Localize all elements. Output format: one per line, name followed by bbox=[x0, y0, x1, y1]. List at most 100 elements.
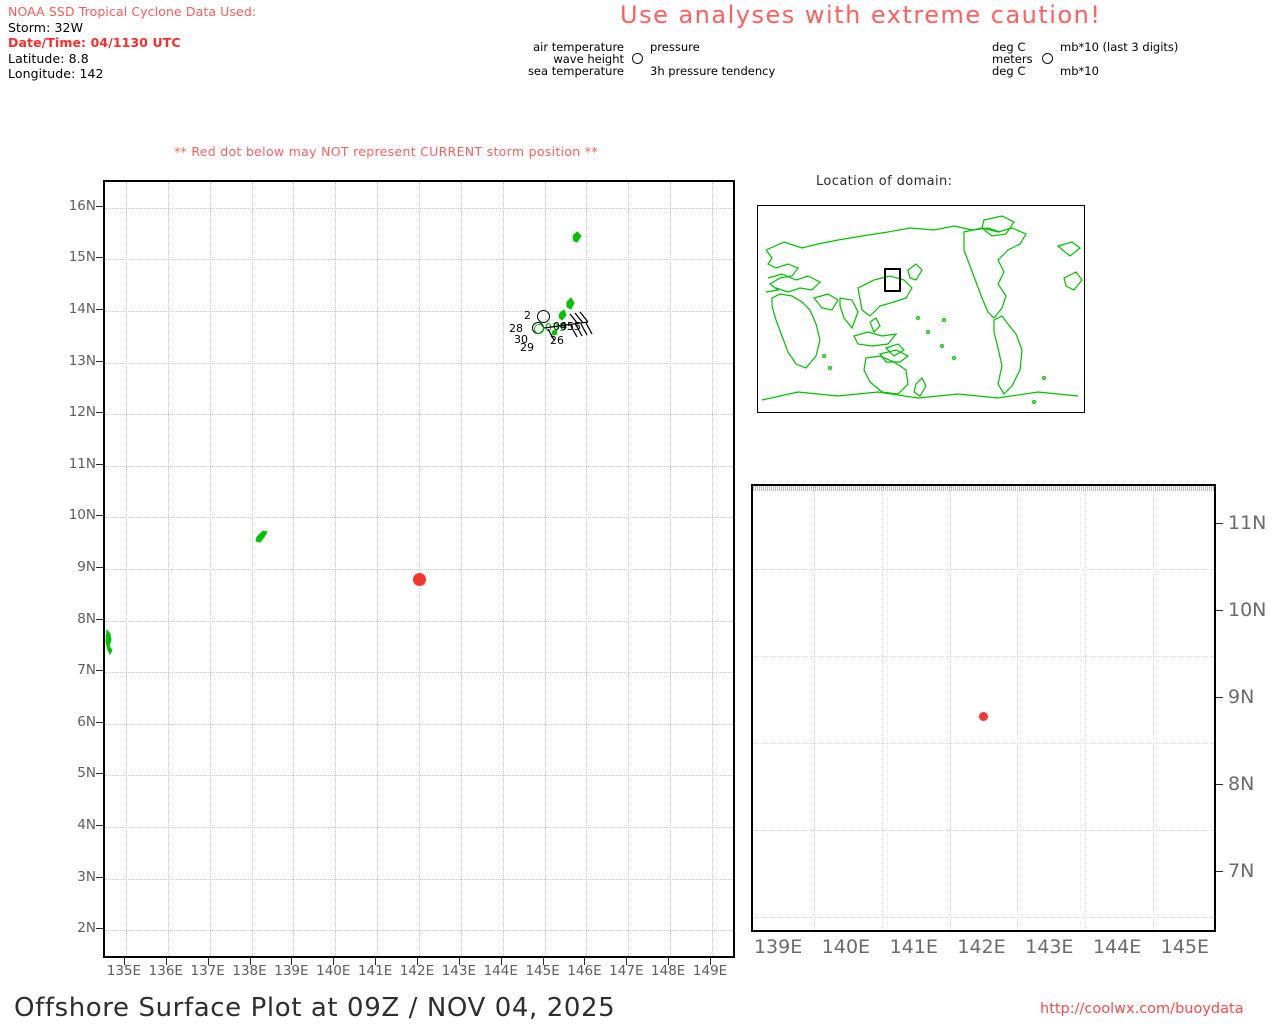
station-circle-icon-units bbox=[1042, 53, 1053, 64]
legend-unit-mb10-pressure: mb*10 (last 3 digits) bbox=[1060, 40, 1179, 54]
y-tick-mark-zoom bbox=[1216, 523, 1223, 525]
y-tick-label-main: 11N bbox=[68, 455, 96, 472]
station-wave-height-1: 2 bbox=[524, 309, 531, 322]
caution-banner: Use analyses with extreme caution! bbox=[620, 1, 1102, 29]
y-tick-label-main: 6N bbox=[77, 713, 96, 730]
storm-center-dot-zoom bbox=[979, 712, 988, 722]
noaa-source-title: NOAA SSD Tropical Cyclone Data Used: bbox=[8, 4, 257, 19]
y-tick-mark-main bbox=[96, 463, 103, 465]
legend-pressure-label: pressure bbox=[650, 40, 700, 54]
red-dot-disclaimer: ** Red dot below may NOT represent CURRE… bbox=[174, 144, 598, 159]
y-tick-label-zoom: 7N bbox=[1228, 860, 1255, 883]
y-tick-mark-main bbox=[96, 825, 103, 826]
station-circle-1 bbox=[537, 310, 550, 323]
gridline-horizontal bbox=[105, 259, 733, 261]
y-tick-label-main: 14N bbox=[68, 301, 96, 317]
station-plot-cluster: 28 2 30 29 035 045 055 26 bbox=[105, 182, 733, 956]
gridline-horizontal-minor bbox=[753, 742, 1214, 744]
wind-barb-icons bbox=[543, 311, 593, 341]
x-tick-label-main: 140E bbox=[316, 963, 351, 979]
x-tick-label-main: 144E bbox=[483, 963, 518, 979]
x-tick-mark-main bbox=[500, 958, 502, 965]
x-tick-label-main: 137E bbox=[190, 963, 225, 979]
gridline-horizontal-major bbox=[753, 488, 1214, 489]
y-tick-label-main: 15N bbox=[68, 249, 96, 266]
x-tick-label-zoom: 141E bbox=[889, 936, 938, 958]
y-tick-mark-main bbox=[96, 567, 103, 568]
gridline-horizontal bbox=[105, 878, 733, 880]
gridline-horizontal bbox=[105, 517, 733, 519]
legend-wave-height-label: wave height bbox=[553, 51, 624, 66]
y-tick-label-main: 8N bbox=[77, 610, 96, 627]
legend-air-temperature-label: air temperature bbox=[533, 40, 624, 54]
y-tick-label-main: 10N bbox=[68, 507, 96, 524]
source-url-link[interactable]: http://coolwx.com/buoydata bbox=[1040, 1001, 1244, 1017]
y-tick-mark-main bbox=[96, 360, 103, 362]
gridline-horizontal bbox=[105, 827, 733, 828]
zoom-map-gridlines bbox=[753, 486, 1214, 930]
legend-unit-meters: meters bbox=[992, 51, 1033, 66]
main-map-coastlines bbox=[105, 231, 582, 656]
x-tick-label-main: 145E bbox=[525, 963, 560, 979]
station-air-temp-1: 28 bbox=[509, 322, 523, 335]
gridline-horizontal bbox=[105, 207, 733, 209]
world-coastlines bbox=[761, 215, 1083, 405]
x-tick-label-main: 139E bbox=[274, 963, 309, 979]
x-tick-mark-main bbox=[249, 958, 251, 965]
x-tick-label-zoom: 143E bbox=[1025, 936, 1074, 958]
station-air-temp-2: 29 bbox=[520, 341, 534, 354]
y-tick-mark-main bbox=[96, 205, 103, 207]
longitude-label: Longitude: 142 bbox=[8, 66, 104, 81]
gridline-vertical-minor bbox=[1152, 486, 1154, 930]
legend-unit-degc-air: deg C bbox=[992, 40, 1026, 54]
gridline-vertical-minor bbox=[1085, 486, 1087, 930]
y-tick-label-main: 5N bbox=[77, 765, 96, 782]
x-tick-label-main: 138E bbox=[232, 963, 267, 979]
station-circle-3 bbox=[534, 324, 544, 334]
zoom-map-plot[interactable] bbox=[751, 484, 1216, 932]
legend-left-labels: air temperature wave height sea temperat… bbox=[524, 40, 624, 78]
y-tick-label-main: 12N bbox=[68, 404, 96, 421]
station-pressure-3: 055 bbox=[560, 320, 581, 333]
x-tick-mark-main bbox=[542, 958, 544, 965]
x-tick-mark-main bbox=[417, 958, 418, 965]
y-tick-mark-zoom bbox=[1216, 697, 1223, 699]
y-tick-mark-main bbox=[96, 515, 103, 517]
gridline-horizontal bbox=[105, 620, 733, 622]
legend-unit-mb10-tendency: mb*10 bbox=[1060, 63, 1099, 78]
gridline-horizontal-major bbox=[753, 489, 1214, 490]
x-tick-mark-main bbox=[584, 958, 586, 965]
legend-sea-temperature-label: sea temperature bbox=[527, 63, 624, 78]
gridline-horizontal bbox=[105, 775, 733, 777]
y-tick-mark-main bbox=[96, 412, 103, 414]
gridline-horizontal-major bbox=[753, 490, 1214, 491]
y-tick-mark-zoom bbox=[1216, 784, 1223, 786]
station-sea-temp-1: 30 bbox=[514, 333, 528, 346]
gridline-horizontal bbox=[105, 930, 733, 932]
datetime-label: Date/Time: 04/1130 UTC bbox=[8, 35, 181, 50]
x-tick-label-main: 149E bbox=[692, 963, 728, 979]
legend-right-labels: pressure 3h pressure tendency bbox=[650, 40, 775, 77]
station-circle-icon bbox=[632, 53, 643, 64]
gridline-horizontal bbox=[105, 723, 733, 725]
y-tick-label-zoom: 11N bbox=[1228, 512, 1267, 535]
y-tick-mark-main bbox=[96, 670, 103, 672]
y-tick-mark-main bbox=[96, 618, 103, 620]
x-tick-mark-main bbox=[668, 958, 670, 965]
x-tick-label-main: 143E bbox=[441, 963, 477, 979]
gridline-horizontal-minor bbox=[753, 916, 1214, 918]
x-tick-label-zoom: 140E bbox=[821, 936, 871, 958]
y-tick-mark-main bbox=[96, 309, 103, 310]
y-tick-mark-main bbox=[96, 876, 103, 878]
header-info-block: NOAA SSD Tropical Cyclone Data Used: Sto… bbox=[8, 4, 428, 82]
y-tick-mark-main bbox=[96, 257, 103, 259]
x-tick-label-zoom: 145E bbox=[1160, 936, 1210, 958]
main-map-plot[interactable]: 28 2 30 29 035 045 055 26 bbox=[103, 180, 735, 958]
y-tick-label-main: 3N bbox=[77, 868, 96, 885]
x-tick-mark-main bbox=[710, 958, 712, 965]
y-tick-label-main: 13N bbox=[68, 352, 96, 369]
gridline-horizontal bbox=[105, 362, 733, 364]
gridline-vertical-minor bbox=[881, 486, 883, 930]
domain-extent-box bbox=[884, 268, 901, 292]
gridline-vertical-minor bbox=[814, 486, 815, 930]
